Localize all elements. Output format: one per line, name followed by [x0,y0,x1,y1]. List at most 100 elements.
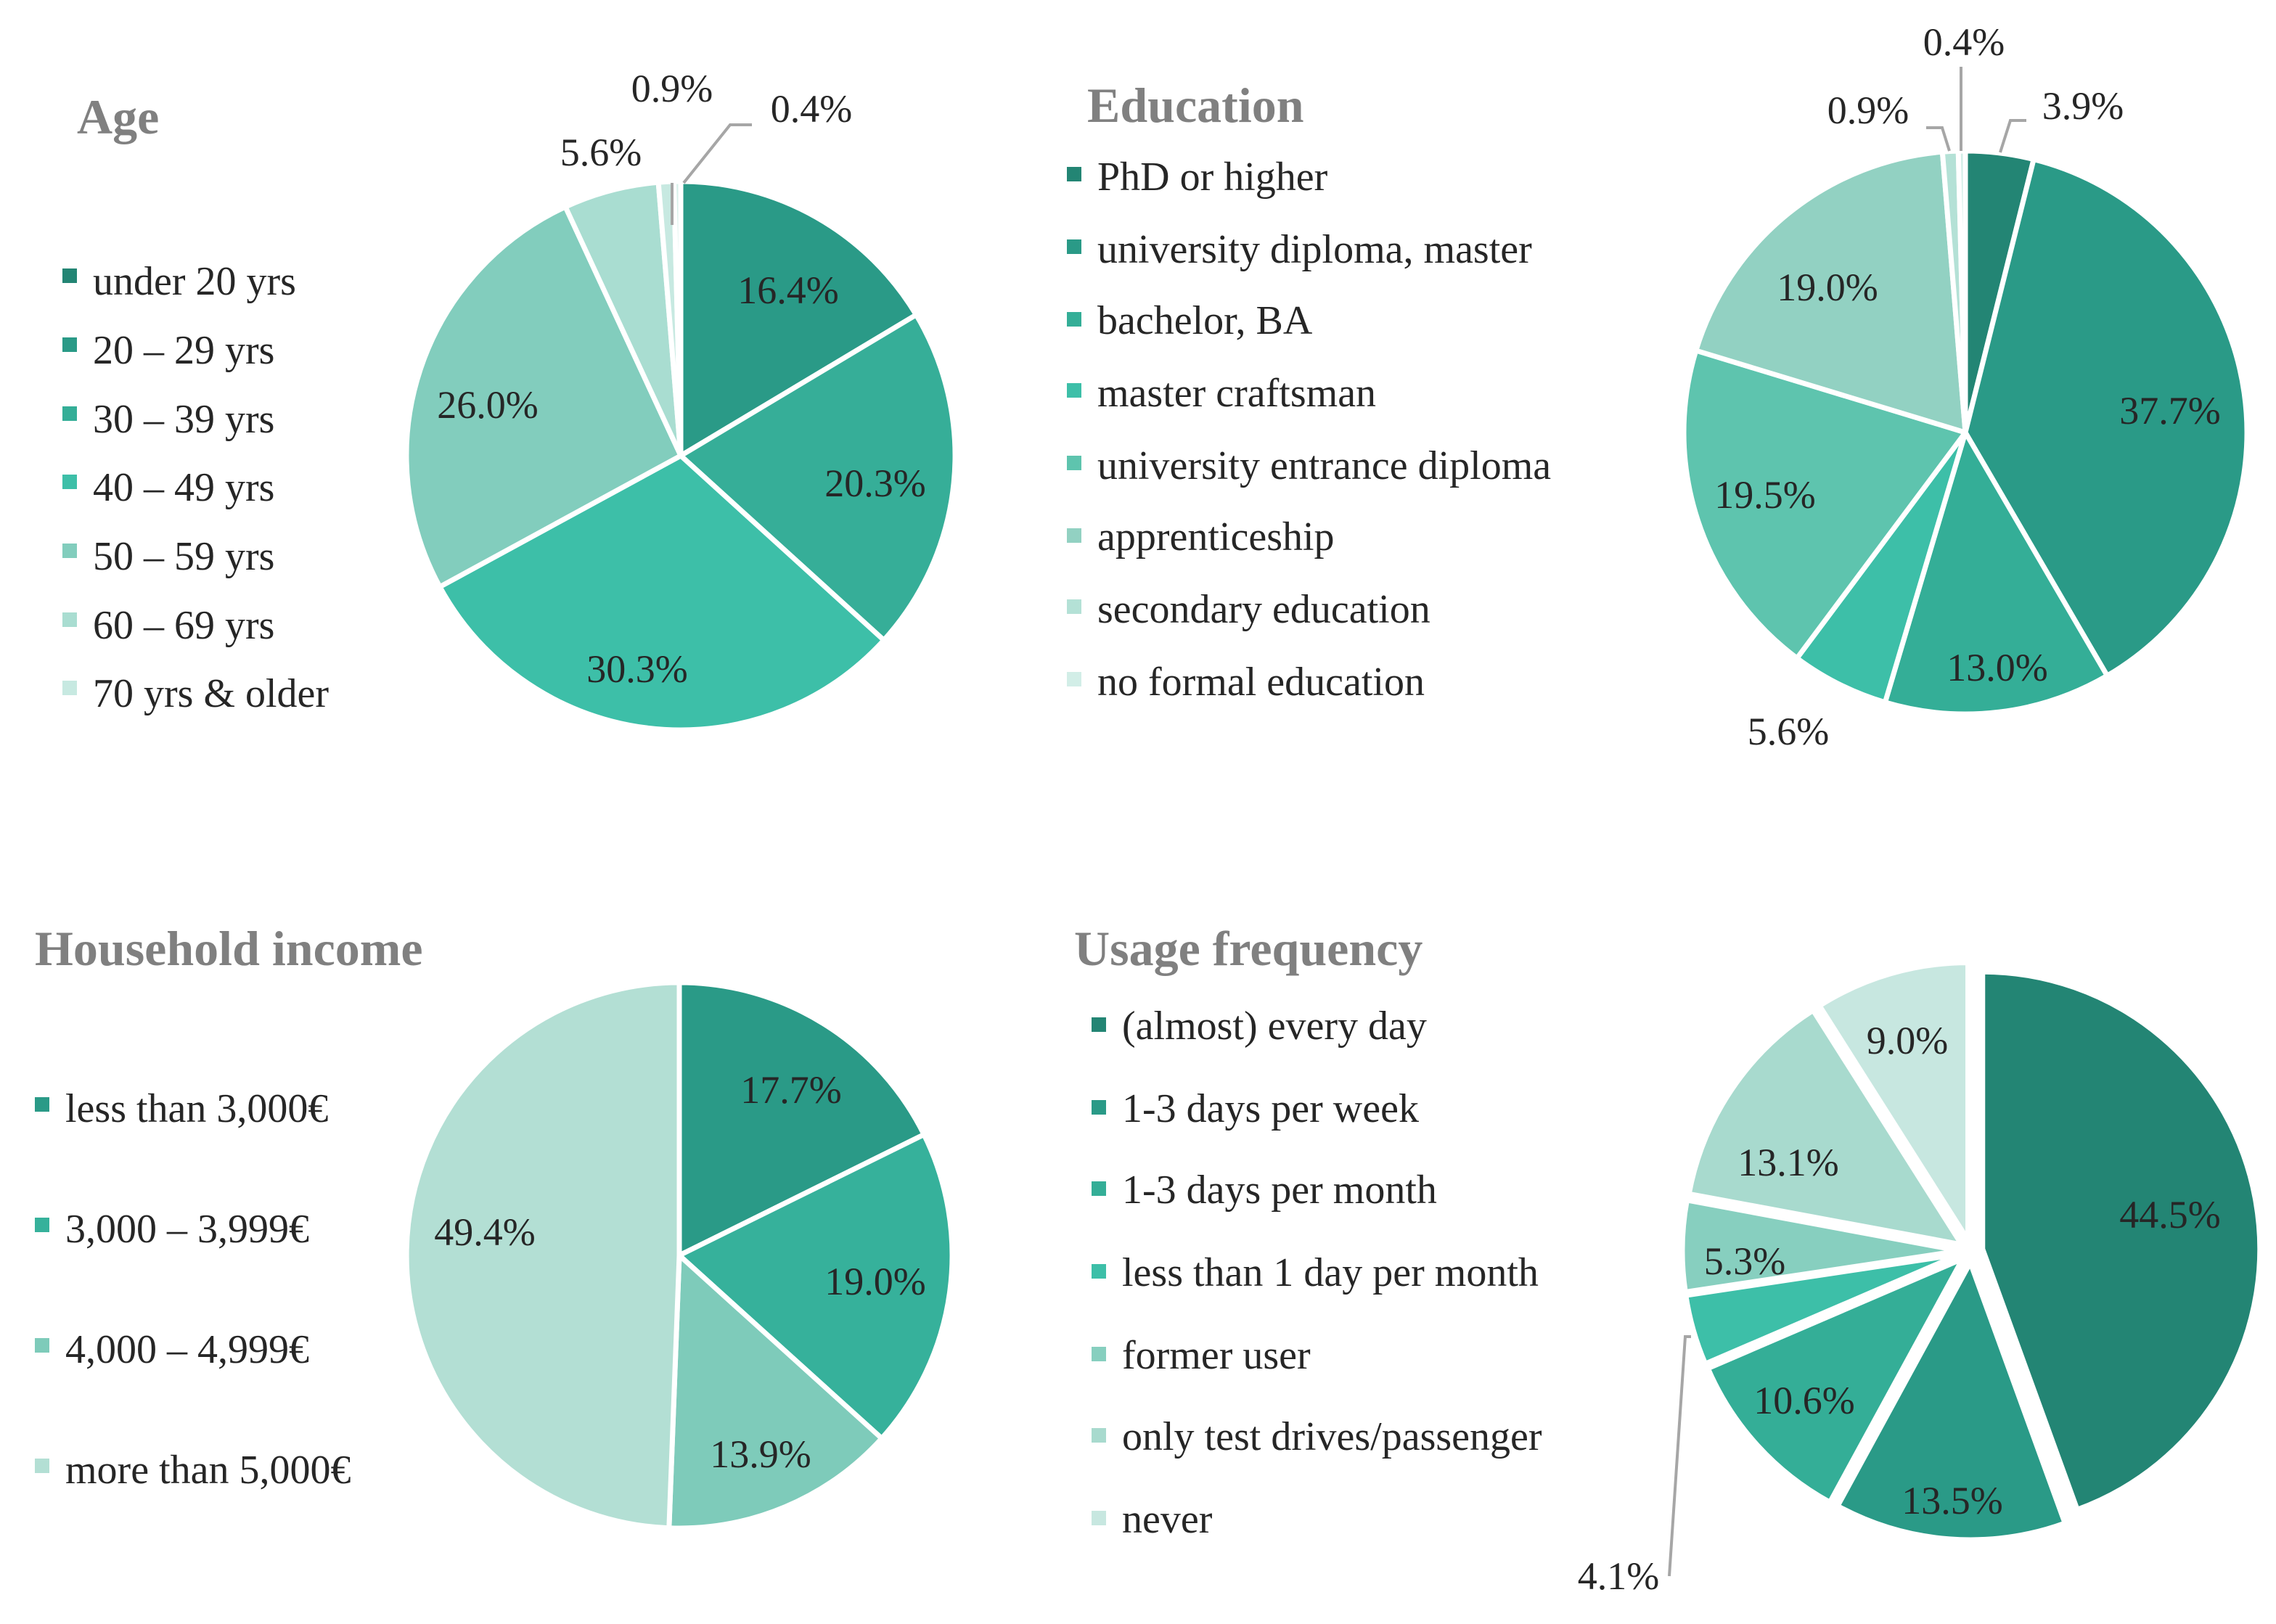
education-slice-7 [1955,148,1968,435]
age-pie [404,179,958,733]
age-legend-label-1: 20 – 29 yrs [93,328,274,373]
education-legend: PhD or higher university diploma, master… [1067,155,1551,705]
income-legend-swatch-3 [35,1459,49,1473]
education-label-2: 13.0% [1947,646,2047,689]
income-legend: less than 3,000€ 3,000 – 3,999€ 4,000 – … [35,1086,351,1493]
income-label-1: 19.0% [824,1260,925,1303]
education-title: Education [1087,78,1304,133]
age-legend-label-2: 30 – 39 yrs [93,397,274,442]
education-legend-label-1: university diploma, master [1097,227,1532,272]
age-legend-swatch-2 [62,406,77,421]
education-label-1: 37.7% [2119,389,2220,432]
usage-legend-swatch-1 [1092,1100,1106,1115]
usage-legend-swatch-3 [1092,1264,1106,1279]
age-slice-6 [671,179,684,459]
age-label-5: 0.9% [631,67,713,110]
age-legend-label-4: 50 – 59 yrs [93,534,274,579]
income-label-0: 17.7% [740,1068,841,1112]
education-label-3: 5.6% [1748,710,1829,753]
usage-slice-5 [1686,1007,1965,1247]
education-chart: Education PhD or higher university diplo… [1067,20,2250,753]
age-legend: under 20 yrs 20 – 29 yrs 30 – 39 yrs 40 … [62,259,329,716]
age-title: Age [77,89,159,144]
income-legend-label-3: more than 5,000€ [65,1448,351,1493]
education-legend-label-5: apprenticeship [1097,514,1335,559]
usage-title: Usage frequency [1074,921,1422,976]
age-slice-2 [437,453,887,733]
income-slice-1 [676,1132,955,1441]
education-slice-5 [1693,149,1968,435]
education-pie [1681,148,2250,717]
age-label-4: 5.6% [560,131,642,174]
education-label-0: 3.9% [2042,84,2124,128]
income-legend-swatch-2 [35,1338,49,1353]
age-legend-label-0: under 20 yrs [93,259,296,304]
age-legend-swatch-3 [62,475,77,489]
usage-label-0: 44.5% [2119,1193,2220,1237]
education-legend-label-2: bachelor, BA [1097,298,1313,343]
usage-leader-line-3 [1668,1335,1691,1577]
income-chart: Household income less than 3,000€ 3,000 … [35,921,955,1531]
usage-pie [1679,960,2263,1543]
usage-legend-swatch-6 [1092,1511,1106,1525]
education-legend-swatch-0 [1067,167,1081,181]
education-slice-4 [1681,348,1968,661]
age-slice-3 [404,204,684,590]
education-legend-label-4: university entrance diploma [1097,443,1551,488]
education-legend-label-6: secondary education [1097,587,1430,632]
usage-slice-6 [1817,960,1971,1243]
age-leader-line-6 [682,123,752,184]
income-legend-swatch-1 [35,1218,49,1232]
age-legend-swatch-0 [62,268,77,283]
usage-legend-label-6: never [1122,1497,1213,1542]
education-legend-swatch-3 [1067,383,1081,398]
income-label-2: 13.9% [710,1432,811,1476]
education-label-4: 19.5% [1714,473,1815,517]
education-legend-label-7: no formal education [1097,660,1425,705]
usage-label-6: 9.0% [1867,1019,1948,1062]
usage-slice-1 [1835,1260,2068,1543]
usage-legend-label-1: 1-3 days per week [1122,1086,1419,1131]
income-legend-label-1: 3,000 – 3,999€ [65,1207,309,1252]
age-legend-label-5: 60 – 69 yrs [93,603,274,648]
usage-label-5: 13.1% [1737,1141,1838,1184]
income-slice-0 [676,980,927,1258]
education-legend-label-0: PhD or higher [1097,155,1328,200]
education-legend-swatch-5 [1067,528,1081,543]
age-legend-swatch-1 [62,337,77,352]
education-label-5: 19.0% [1777,266,1878,309]
age-legend-swatch-6 [62,681,77,695]
usage-slice-2 [1705,1256,1965,1505]
income-legend-label-2: 4,000 – 4,999€ [65,1327,309,1372]
education-legend-swatch-7 [1067,672,1081,686]
usage-legend-swatch-5 [1092,1428,1106,1443]
education-legend-swatch-6 [1067,599,1081,614]
usage-legend-label-3: less than 1 day per month [1122,1250,1539,1295]
education-legend-swatch-1 [1067,239,1081,254]
income-pie [404,980,955,1531]
usage-chart: Usage frequency (almost) every day 1-3 d… [1074,921,2263,1598]
income-slice-3 [404,980,682,1531]
income-label-3: 49.4% [434,1210,535,1254]
education-legend-swatch-4 [1067,456,1081,470]
age-legend-label-6: 70 yrs & older [93,671,329,716]
usage-label-4: 5.3% [1704,1239,1785,1283]
age-slice-0 [678,179,919,459]
usage-legend-label-4: former user [1122,1333,1311,1378]
education-leader-line-6 [1926,126,1951,152]
usage-legend-swatch-4 [1092,1347,1106,1361]
education-label-7: 0.4% [1923,20,2005,64]
education-slice-1 [1962,157,2250,678]
income-legend-swatch-0 [35,1097,49,1112]
age-label-6: 0.4% [771,87,852,131]
education-legend-swatch-2 [1067,312,1081,327]
age-label-3: 26.0% [437,383,538,427]
age-label-0: 16.4% [737,268,838,312]
education-legend-label-3: master craftsman [1097,371,1376,416]
usage-legend: (almost) every day 1-3 days per week 1-3… [1092,1004,1542,1542]
income-legend-label-0: less than 3,000€ [65,1086,328,1131]
age-legend-swatch-5 [62,612,77,627]
usage-label-1: 13.5% [1902,1479,2002,1522]
income-title: Household income [35,921,423,976]
